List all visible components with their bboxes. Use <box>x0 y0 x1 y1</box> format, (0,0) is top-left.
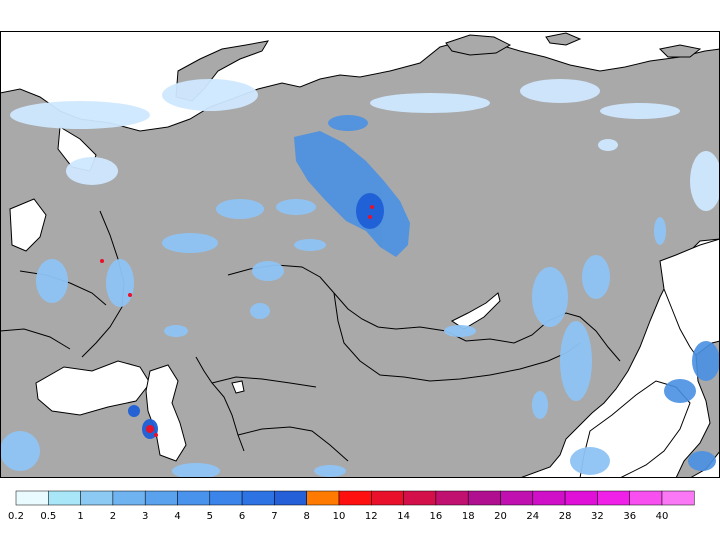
island-new-siberian <box>545 32 582 46</box>
legend-swatch <box>48 490 81 506</box>
legend-swatch <box>435 490 469 506</box>
legend-swatch <box>144 490 178 506</box>
legend-swatch <box>80 490 114 506</box>
legend-swatches <box>15 490 695 506</box>
precipitation-intense-cells <box>128 193 384 439</box>
legend-tick-label: 16 <box>430 511 443 522</box>
legend-swatch <box>532 490 566 506</box>
caspian-sea <box>145 364 187 462</box>
legend-swatch <box>15 490 49 506</box>
legend-tick-label: 14 <box>397 511 410 522</box>
baltic-sea <box>9 198 47 252</box>
legend-tick-label: 2 <box>110 511 116 522</box>
precipitation-light-cells <box>10 79 720 211</box>
east-sea <box>579 380 691 478</box>
legend-swatch <box>597 490 630 506</box>
legend-tick-label: 20 <box>494 511 507 522</box>
legend-tick-label: 5 <box>207 511 213 522</box>
legend-tick-label: 36 <box>623 511 636 522</box>
precipitation-heavy-cells <box>294 115 720 471</box>
legend-tick-label: 0.5 <box>40 511 56 522</box>
legend-tick-label: 4 <box>174 511 180 522</box>
precipitation-extreme-cells <box>100 205 374 437</box>
legend-swatch <box>274 490 307 506</box>
legend-tick-label: 18 <box>462 511 475 522</box>
legend-tick-label: 8 <box>304 511 310 522</box>
legend-tick-label: 0.2 <box>8 511 24 522</box>
legend-tick-label: 12 <box>365 511 378 522</box>
legend-swatch <box>467 490 501 506</box>
legend-swatch <box>403 490 437 506</box>
legend-swatch <box>564 490 598 506</box>
legend-swatch <box>661 490 695 506</box>
color-legend: 0.2 0.5 1 2 3 4 5 6 7 8 10 12 14 16 18 20 24 28 32 36 40 <box>8 490 695 522</box>
legend-tick-label: 3 <box>142 511 148 522</box>
legend-tick-label: 32 <box>591 511 604 522</box>
precipitation-medium-cells <box>0 199 666 478</box>
island-wrangel <box>658 44 702 58</box>
precipitation-map <box>0 31 720 478</box>
legend-swatch <box>209 490 243 506</box>
legend-swatch <box>338 490 372 506</box>
legend-labels: 0.2 0.5 1 2 3 4 5 6 7 8 10 12 14 16 18 20 24 28 32 36 40 <box>8 511 668 522</box>
black-sea <box>35 360 151 416</box>
legend-swatch <box>112 490 146 506</box>
legend-swatch <box>629 490 663 506</box>
legend-tick-label: 1 <box>77 511 83 522</box>
legend-tick-label: 6 <box>239 511 245 522</box>
legend-tick-label: 7 <box>271 511 277 522</box>
landmass-eurasia <box>0 38 720 478</box>
legend-swatch <box>177 490 211 506</box>
aral-sea <box>231 380 245 394</box>
island-severnaya <box>445 34 512 56</box>
legend-tick-label: 24 <box>526 511 539 522</box>
legend-tick-label: 10 <box>333 511 346 522</box>
legend-swatch <box>306 490 340 506</box>
legend-swatch <box>500 490 534 506</box>
legend-swatch <box>241 490 275 506</box>
legend-tick-label: 40 <box>656 511 669 522</box>
legend-tick-label: 28 <box>559 511 572 522</box>
legend-swatch <box>371 490 404 506</box>
